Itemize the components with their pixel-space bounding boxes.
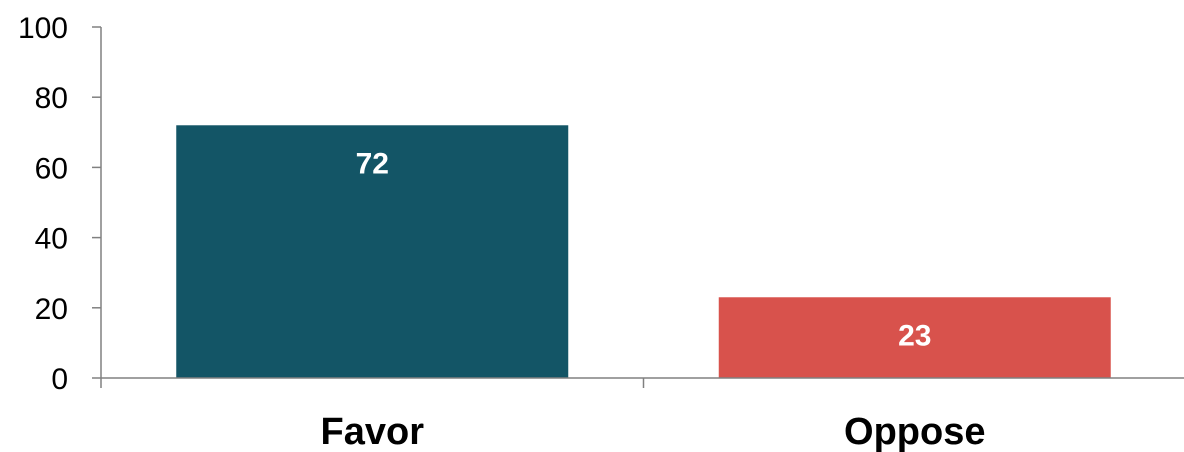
- data-label: 72: [356, 147, 389, 180]
- y-tick-label: 80: [35, 82, 68, 115]
- y-tick-label: 0: [51, 363, 68, 396]
- y-tick-label: 60: [35, 152, 68, 185]
- y-axis: 0 20 40 60 80 100: [18, 12, 102, 396]
- y-tick-label: 100: [18, 12, 68, 45]
- data-label: 23: [898, 319, 931, 352]
- y-tick-label: 40: [35, 223, 68, 256]
- x-axis: Favor Oppose: [100, 377, 1184, 452]
- x-category-label: Oppose: [844, 411, 985, 452]
- bars-group: 72 23: [176, 125, 1111, 378]
- bar-favor: [176, 125, 569, 378]
- x-category-label: Favor: [321, 411, 425, 452]
- y-tick-label: 20: [35, 293, 68, 326]
- bar-oppose: [718, 297, 1111, 378]
